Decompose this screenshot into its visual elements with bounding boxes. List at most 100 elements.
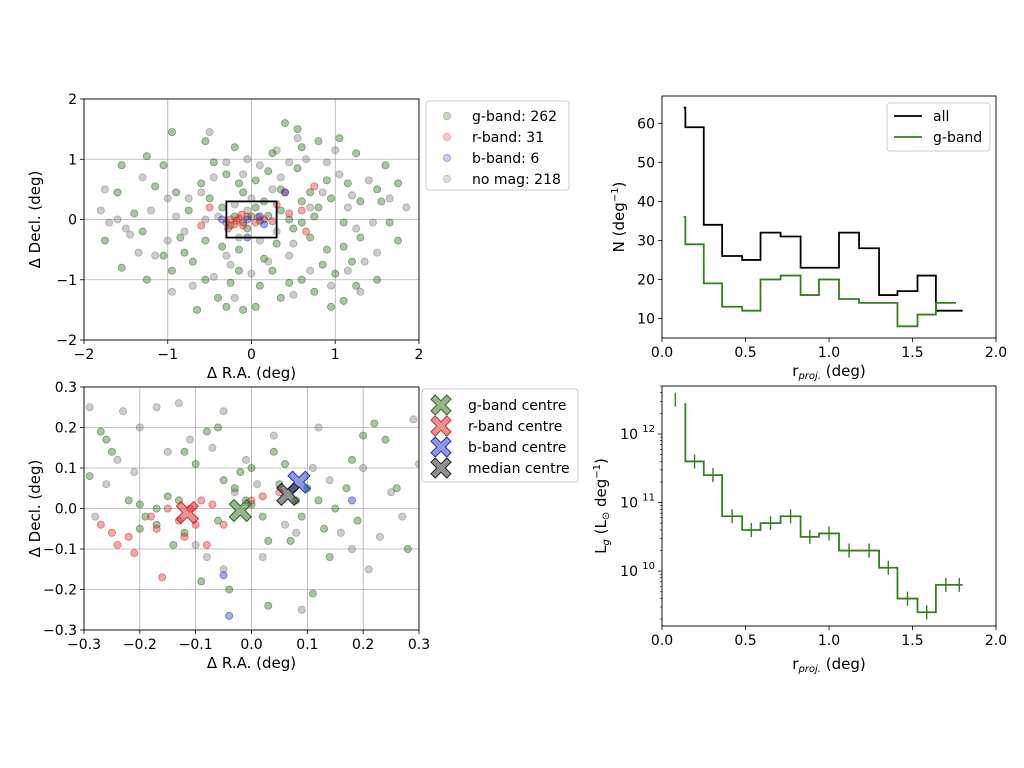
point-g-band (142, 152, 151, 161)
y-tick-label: 2 (68, 92, 77, 108)
point-no-mag (387, 488, 396, 497)
point-g-band (180, 528, 189, 537)
point-g-band (293, 164, 302, 173)
point-no-mag (163, 194, 172, 203)
point-no-mag (308, 463, 317, 472)
point-r-band (158, 573, 167, 582)
point-g-band (356, 197, 365, 206)
point-g-band (159, 161, 168, 170)
point-no-mag (188, 281, 197, 290)
point-g-band (236, 468, 245, 477)
panel-step-luminosity: 0.0 0.5 1.0 1.5 2.0 10 10 10 11 10 12 rproj. (deg) L… (592, 385, 1007, 675)
point-r-band (243, 212, 252, 221)
point-r-band (202, 540, 211, 549)
point-no-mag (213, 212, 222, 221)
point-no-mag (226, 260, 235, 269)
point-g-band (167, 266, 176, 275)
point-g-band (100, 236, 109, 245)
panel-scatter-zoom: −0.3 −0.2 −0.1 0.0 0.1 0.2 0.3 −0.3 −0.2 −0.1 0.0 0… (26, 380, 579, 672)
point-no-mag (276, 173, 285, 182)
point-g-band (135, 524, 144, 533)
point-no-mag (130, 468, 139, 477)
point-no-mag (152, 403, 161, 412)
point-no-mag (331, 146, 340, 155)
point-g-band (180, 248, 189, 257)
point-no-mag (167, 287, 176, 296)
point-g-band (392, 484, 401, 493)
point-g-band (169, 540, 178, 549)
point-no-mag (208, 443, 217, 452)
y-tick-label: 0.1 (55, 461, 77, 477)
point-g-band (310, 212, 319, 221)
point-no-mag (172, 212, 181, 221)
point-no-mag (247, 269, 256, 278)
label-part: (L (592, 520, 610, 540)
x-tick-label: 0.3 (408, 637, 430, 653)
point-no-mag (289, 239, 298, 248)
point-g-band (342, 484, 351, 493)
point-r-band (180, 532, 189, 541)
point-r-band (96, 520, 105, 529)
point-g-band (213, 516, 222, 525)
point-no-mag (135, 423, 144, 432)
point-g-band (180, 447, 189, 456)
point-g-band (335, 134, 344, 143)
point-r-band (297, 206, 306, 215)
point-g-band (394, 236, 403, 245)
point-no-mag (184, 194, 193, 203)
point-g-band (151, 182, 160, 191)
point-g-band (310, 287, 319, 296)
point-g-band (373, 275, 382, 284)
point-g-band (314, 496, 323, 505)
x-tick-label: 2 (415, 347, 424, 363)
label-part: 10 (620, 496, 638, 512)
point-g-band (213, 293, 222, 302)
point-g-band (124, 496, 133, 505)
point-no-mag (268, 185, 277, 194)
point-no-mag (163, 447, 172, 456)
point-no-mag (272, 146, 281, 155)
point-no-mag (121, 224, 130, 233)
point-no-mag (327, 281, 336, 290)
axes-frame (661, 385, 997, 627)
y-tick-label: 10 (620, 496, 638, 512)
point-no-mag (180, 227, 189, 236)
point-no-mag (368, 218, 377, 227)
x-tick-label: 1.5 (901, 345, 923, 361)
point-g-band (339, 242, 348, 251)
point-no-mag (253, 480, 262, 489)
point-no-mag (113, 455, 122, 464)
point-g-band (370, 419, 379, 428)
point-r-band (285, 209, 294, 218)
point-g-band (251, 302, 260, 311)
point-g-band (135, 500, 144, 509)
point-g-band (258, 512, 267, 521)
legend-marker (430, 394, 452, 416)
label-part: (deg) (821, 362, 866, 380)
legend-label: g-band (933, 130, 982, 146)
y-tick-label: 10 (620, 564, 638, 580)
y-tick-label: −0.2 (43, 583, 77, 599)
y-tick-label: 1 (68, 152, 77, 168)
point-g-band (197, 577, 206, 586)
point-no-mag (96, 206, 105, 215)
point-g-band (352, 281, 361, 290)
legend-label: b-band centre (468, 440, 566, 456)
point-g-band (322, 245, 331, 254)
point-r-band (232, 216, 241, 225)
label-part: deg (592, 479, 610, 512)
label-part: 10 (620, 427, 638, 443)
point-no-mag (222, 251, 231, 260)
point-r-band (268, 217, 277, 226)
point-g-band (159, 251, 168, 260)
point-no-mag (289, 290, 298, 299)
point-g-band (117, 161, 126, 170)
point-g-band (251, 203, 260, 212)
y-tick-exponent: 12 (642, 424, 655, 435)
point-no-mag (343, 266, 352, 275)
point-g-band (219, 476, 228, 485)
x-tick-label: 0.0 (651, 633, 673, 649)
point-g-band (347, 455, 356, 464)
legend-marker (442, 174, 452, 184)
